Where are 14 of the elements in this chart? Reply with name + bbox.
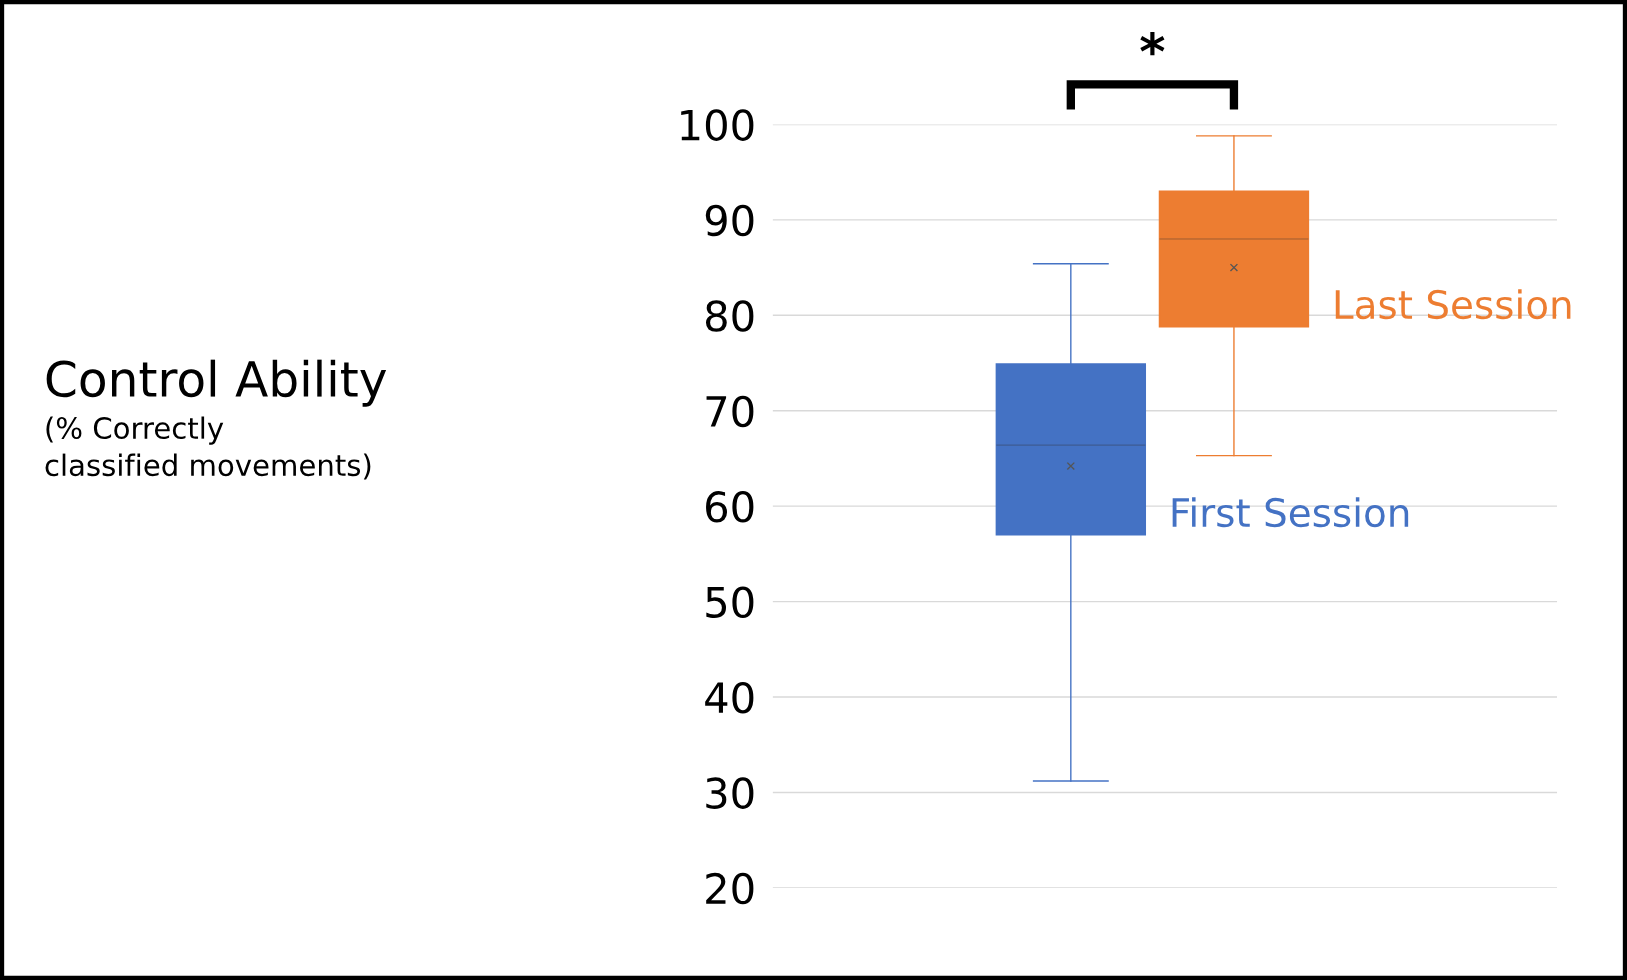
text: Control Ability — [46, 359, 387, 407]
y-tick-label: 40 — [705, 681, 754, 714]
text: * — [1140, 32, 1165, 56]
y-tick-label: 90 — [705, 204, 754, 237]
y-tick-label: 30 — [706, 777, 754, 809]
y-tick-label: 70 — [706, 395, 754, 428]
series-label: First Session — [1172, 497, 1409, 528]
y-tick-label: 80 — [705, 300, 754, 332]
y-tick-label: 50 — [706, 586, 754, 619]
y-tick-label: 60 — [706, 491, 754, 523]
series-label: Last Session — [1335, 289, 1571, 320]
y-tick-label: 100 — [681, 109, 754, 141]
y-tick-label: 20 — [706, 872, 754, 905]
text: (% Correctly classified movements) — [45, 416, 371, 480]
